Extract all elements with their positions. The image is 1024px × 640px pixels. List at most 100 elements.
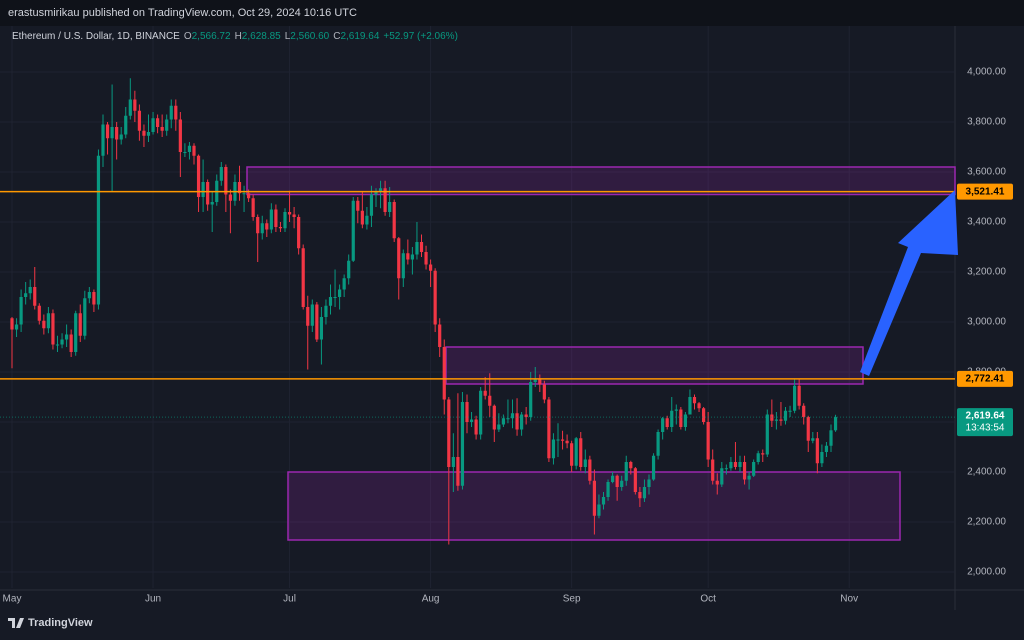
price-axis	[955, 26, 1024, 610]
candle-body	[788, 410, 792, 412]
candle-body	[51, 313, 55, 345]
candle-body	[551, 439, 556, 459]
candle-body	[397, 238, 401, 279]
candle-body	[683, 414, 687, 427]
candle-body	[565, 440, 569, 444]
candle-body	[219, 167, 223, 181]
candle-body	[806, 417, 810, 441]
y-tick-label: 3,600.00	[967, 167, 1006, 178]
y-tick-label: 2,400.00	[967, 467, 1006, 478]
candle-body	[278, 227, 283, 229]
candle-body	[688, 397, 692, 415]
candle-body	[201, 182, 205, 197]
ohlc-value: 2,619.64	[340, 31, 380, 42]
last-price-label: 2,619.64	[966, 411, 1005, 422]
candle-body	[474, 419, 478, 435]
candle-body	[510, 413, 515, 419]
candle-body	[429, 264, 433, 271]
candle-body	[692, 397, 697, 404]
candle-body	[151, 118, 155, 132]
candle-body	[656, 432, 660, 456]
candle-body	[497, 424, 501, 430]
candle-body	[538, 379, 542, 385]
brand: TradingView	[8, 617, 93, 629]
candle-body	[579, 438, 583, 467]
candle-body	[74, 313, 78, 352]
candle-body	[410, 254, 414, 260]
ohlc-value: 2,566.72	[191, 31, 231, 42]
candle-body	[14, 324, 19, 330]
candle-body	[142, 130, 146, 136]
candle-body	[160, 127, 164, 131]
candle-body	[419, 242, 424, 252]
candle-body	[815, 438, 819, 464]
candle-body	[742, 462, 747, 480]
y-tick-label: 3,000.00	[967, 317, 1006, 328]
candle-body	[146, 132, 151, 136]
candle-body	[87, 292, 91, 299]
candle-body	[92, 292, 96, 305]
arrow	[860, 190, 958, 376]
candle-body	[297, 217, 301, 249]
candle-body	[274, 209, 278, 227]
brand-text: TradingView	[28, 617, 93, 629]
candle-body	[19, 297, 23, 325]
ohlc-key: L	[284, 31, 291, 42]
candle-body	[237, 182, 242, 194]
candle-body	[620, 480, 624, 487]
candle-body	[360, 210, 364, 225]
candle-body	[438, 324, 442, 347]
candle-body	[574, 438, 578, 466]
candle-body	[133, 99, 137, 111]
candle-body	[96, 155, 101, 305]
candle-body	[529, 382, 533, 417]
candle-body	[169, 105, 173, 120]
candle-body	[761, 453, 765, 455]
candle-body	[224, 167, 228, 195]
candle-body	[624, 462, 628, 481]
candle-body	[588, 459, 592, 481]
price-label-bg	[957, 370, 1013, 387]
last-price-bg	[957, 408, 1013, 437]
candle-body	[10, 318, 14, 330]
ohlc-value: 2,628.85	[241, 31, 281, 42]
candle-body	[629, 462, 633, 469]
candle-body	[556, 439, 560, 441]
zone	[445, 346, 864, 385]
candle-body	[770, 414, 774, 421]
candle-body	[301, 248, 305, 307]
candle-body	[515, 413, 519, 430]
y-tick-label: 2,200.00	[967, 517, 1006, 528]
y-tick-label: 3,400.00	[967, 217, 1006, 228]
candle-body	[319, 317, 323, 340]
candle-body	[793, 385, 797, 411]
candle-body	[333, 297, 337, 298]
candle-body	[802, 405, 806, 417]
candle-body	[283, 212, 287, 229]
candle-body	[328, 297, 333, 306]
price-label: 2,772.41	[966, 374, 1005, 385]
candle-body	[78, 313, 82, 336]
x-tick-label: May	[3, 594, 22, 605]
y-tick-label: 4,000.00	[967, 67, 1006, 78]
candle-body	[37, 305, 41, 321]
candle-body	[433, 270, 437, 325]
candle-body	[492, 405, 496, 430]
candle-body	[779, 419, 783, 421]
candle-body	[833, 417, 838, 431]
candle-body	[378, 188, 383, 192]
candle-body	[797, 385, 801, 406]
candle-body	[69, 334, 73, 352]
candle-body	[442, 347, 446, 400]
x-tick-label: Sep	[563, 594, 581, 605]
x-tick-label: Jul	[283, 594, 296, 605]
candle-body	[661, 418, 665, 432]
candle-body	[679, 409, 683, 427]
ohlc-key: H	[234, 31, 242, 42]
candle-body	[520, 414, 524, 430]
candle-body	[560, 439, 565, 441]
candle-body	[260, 223, 264, 234]
candle-body	[638, 492, 642, 499]
